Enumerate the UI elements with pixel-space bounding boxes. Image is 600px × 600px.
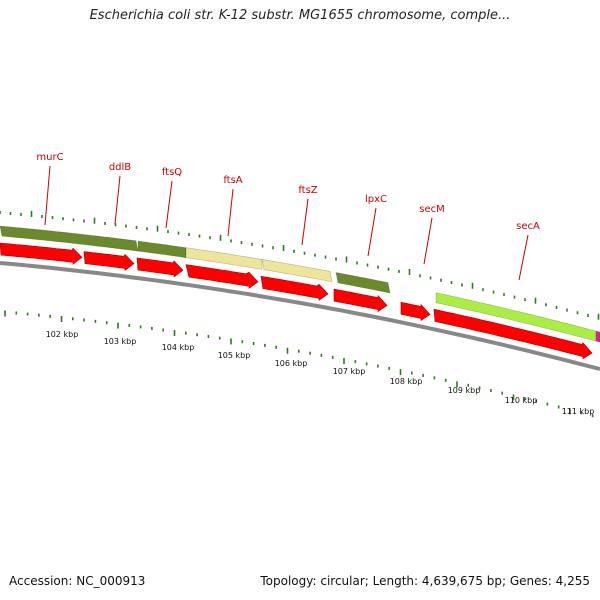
kbp-scale-label: 106 kbp	[275, 359, 308, 368]
gene-leader-line	[301, 198, 309, 246]
gene-label-ftsA: ftsA	[223, 175, 242, 186]
gene-band-ddlB	[137, 240, 187, 259]
cds-arrow-1	[0, 242, 83, 265]
cds-arrow-5	[260, 275, 329, 301]
kbp-scale-label: 109 kbp	[448, 386, 481, 395]
gene-band-ftsA	[261, 259, 333, 283]
cds-arrow-7	[400, 301, 431, 322]
gene-label-ftsZ: ftsZ	[298, 185, 317, 196]
cds-arrow-6	[333, 288, 388, 313]
gene-band-next	[595, 330, 600, 343]
gene-leader-line	[114, 175, 121, 225]
gene-leader-line	[518, 234, 529, 281]
map-title: Escherichia coli str. K-12 substr. MG165…	[89, 8, 511, 23]
cds-arrow-4	[185, 264, 259, 289]
gene-label-secM: secM	[419, 204, 445, 215]
kbp-scale-label: 108 kbp	[390, 377, 423, 386]
gene-label-ddlB: ddlB	[109, 162, 131, 173]
kbp-scale-label: 110 kbp	[505, 396, 538, 405]
gene-leader-line	[227, 188, 234, 237]
topology-summary: Topology: circular; Length: 4,639,675 bp…	[260, 574, 590, 588]
kbp-scale-label: 102 kbp	[46, 330, 79, 339]
cds-arrow-3	[136, 257, 184, 278]
cds-arrow-2	[83, 251, 135, 272]
kbp-scale-label: 104 kbp	[162, 343, 195, 352]
gene-label-secA: secA	[516, 221, 540, 232]
gene-band-lpxC	[335, 272, 391, 294]
kbp-scale-label: 111 kbp	[562, 407, 595, 416]
gene-label-ftsQ: ftsQ	[162, 167, 182, 178]
gene-label-lpxC: lpxC	[365, 194, 387, 205]
gene-band-ftsQ	[185, 247, 263, 270]
gene-leader-line	[44, 165, 51, 226]
gene-leader-line	[165, 180, 173, 229]
chromosome-backbone	[0, 261, 600, 372]
gene-leader-line	[423, 217, 433, 265]
kbp-scale-label: 105 kbp	[218, 351, 251, 360]
cds-arrow-8	[433, 308, 593, 360]
accession-label: Accession: NC_000913	[9, 574, 146, 588]
gene-label-murC: murC	[36, 152, 63, 163]
gene-leader-line	[367, 207, 377, 257]
kbp-scale-label: 103 kbp	[104, 337, 137, 346]
kbp-scale-label: 107 kbp	[333, 367, 366, 376]
